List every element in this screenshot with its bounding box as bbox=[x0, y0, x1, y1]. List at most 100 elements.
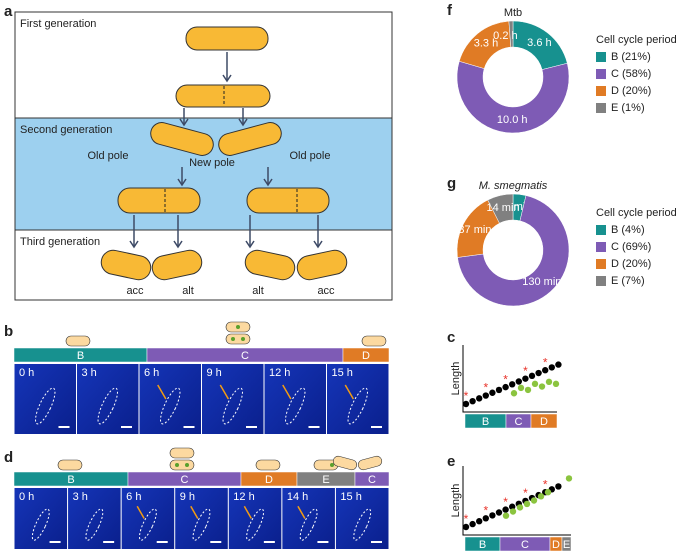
cell-outline bbox=[97, 387, 118, 425]
micrograph bbox=[68, 488, 121, 549]
division-mark: * bbox=[464, 512, 469, 526]
stage-segment bbox=[530, 413, 558, 429]
donut-slice bbox=[508, 20, 514, 48]
length-point bbox=[462, 400, 470, 408]
stage-label: C bbox=[241, 350, 249, 362]
division-mark: * bbox=[483, 381, 488, 395]
axis bbox=[462, 466, 571, 536]
arrow-head bbox=[222, 74, 232, 83]
nucleoid bbox=[236, 325, 240, 329]
panel-label: e bbox=[447, 453, 455, 470]
legend-label: C (69%) bbox=[611, 241, 651, 253]
micrograph bbox=[175, 488, 228, 549]
daughter-label: alt bbox=[182, 285, 194, 297]
slice-label: 14 min bbox=[487, 202, 520, 214]
arrow bbox=[219, 384, 230, 400]
length-point bbox=[489, 512, 496, 519]
stage-label: E bbox=[322, 474, 329, 486]
axis bbox=[462, 345, 557, 413]
cell bbox=[185, 26, 269, 51]
panel-label: g bbox=[447, 175, 456, 192]
stage-label: D bbox=[265, 474, 273, 486]
legend-swatch bbox=[596, 69, 606, 79]
time-label: 3 h bbox=[82, 367, 97, 379]
cell-outline bbox=[85, 508, 104, 541]
micrograph bbox=[139, 364, 201, 434]
stage-label: B bbox=[482, 416, 489, 428]
arrow-head bbox=[129, 240, 139, 249]
division-mark: * bbox=[464, 389, 469, 403]
cell bbox=[150, 122, 214, 156]
nucleoid-point bbox=[510, 390, 518, 397]
slice-label: 3.6 h bbox=[527, 37, 551, 49]
division-mark: * bbox=[543, 355, 548, 369]
time-label: 0 h bbox=[19, 491, 34, 503]
slice-label: 130 min bbox=[522, 276, 561, 288]
cell-outline bbox=[192, 508, 211, 541]
micrograph bbox=[14, 364, 76, 434]
micrograph bbox=[121, 488, 175, 549]
micrograph bbox=[335, 488, 389, 549]
cell bbox=[296, 249, 348, 281]
cell bbox=[151, 249, 203, 281]
chart-title: M. smegmatis bbox=[479, 180, 548, 192]
nucleoid-point bbox=[538, 383, 546, 390]
y-axis-label: Length bbox=[450, 362, 462, 396]
length-point bbox=[555, 483, 562, 490]
daughter-label: alt bbox=[252, 285, 264, 297]
time-label: 3 h bbox=[73, 491, 88, 503]
legend-label: E (1%) bbox=[611, 102, 645, 114]
length-point bbox=[476, 518, 483, 525]
legend-swatch bbox=[596, 52, 606, 62]
length-point bbox=[542, 367, 549, 374]
cell-outline bbox=[246, 508, 265, 541]
legend-label: C (58%) bbox=[611, 68, 651, 80]
legend-title: Cell cycle period bbox=[596, 207, 677, 219]
stage-label: D bbox=[362, 350, 370, 362]
pole-label: Old pole bbox=[88, 150, 129, 162]
generation-label: First generation bbox=[20, 18, 96, 30]
length-point bbox=[495, 509, 503, 516]
donut-slice bbox=[456, 60, 570, 134]
slice-label: 3.3 h bbox=[474, 37, 498, 49]
nucleoid-point bbox=[516, 504, 524, 511]
cell-icon bbox=[65, 335, 91, 347]
arrow bbox=[344, 384, 355, 400]
stage-label: C bbox=[515, 416, 523, 428]
arrows bbox=[129, 52, 323, 249]
stage-label: C bbox=[181, 474, 189, 486]
arrow bbox=[136, 505, 145, 519]
legend-label: D (20%) bbox=[611, 85, 651, 97]
division-mark: * bbox=[503, 495, 508, 509]
generation-label: Second generation bbox=[20, 124, 112, 136]
length-point bbox=[509, 503, 516, 510]
time-label: 14 h bbox=[287, 491, 308, 503]
arrow bbox=[157, 384, 167, 400]
division-mark: * bbox=[523, 486, 528, 500]
stage-label: C bbox=[368, 474, 376, 486]
nucleoid-point bbox=[565, 475, 573, 482]
micrograph bbox=[202, 364, 264, 434]
nucleoid-point bbox=[531, 380, 539, 388]
cell-outline bbox=[222, 387, 243, 425]
nucleoid bbox=[330, 463, 334, 467]
chart-title: Mtb bbox=[504, 7, 522, 19]
legend-label: B (4%) bbox=[611, 224, 645, 236]
legend-swatch bbox=[596, 242, 606, 252]
division-lines bbox=[164, 86, 298, 212]
length-point bbox=[469, 397, 476, 405]
micrograph bbox=[228, 488, 282, 549]
nucleoid-point bbox=[523, 500, 531, 508]
cells bbox=[100, 26, 348, 281]
time-label: 6 h bbox=[126, 491, 141, 503]
legend-label: D (20%) bbox=[611, 258, 651, 270]
division-mark: * bbox=[523, 364, 528, 378]
cell-outline bbox=[285, 387, 306, 425]
cell-icon bbox=[169, 459, 195, 471]
legend-label: B (21%) bbox=[611, 51, 651, 63]
panel-label: a bbox=[4, 3, 13, 20]
nucleoid-point bbox=[552, 380, 560, 388]
division-mark: * bbox=[503, 372, 508, 386]
cell bbox=[218, 122, 282, 156]
legend-swatch bbox=[596, 259, 606, 269]
